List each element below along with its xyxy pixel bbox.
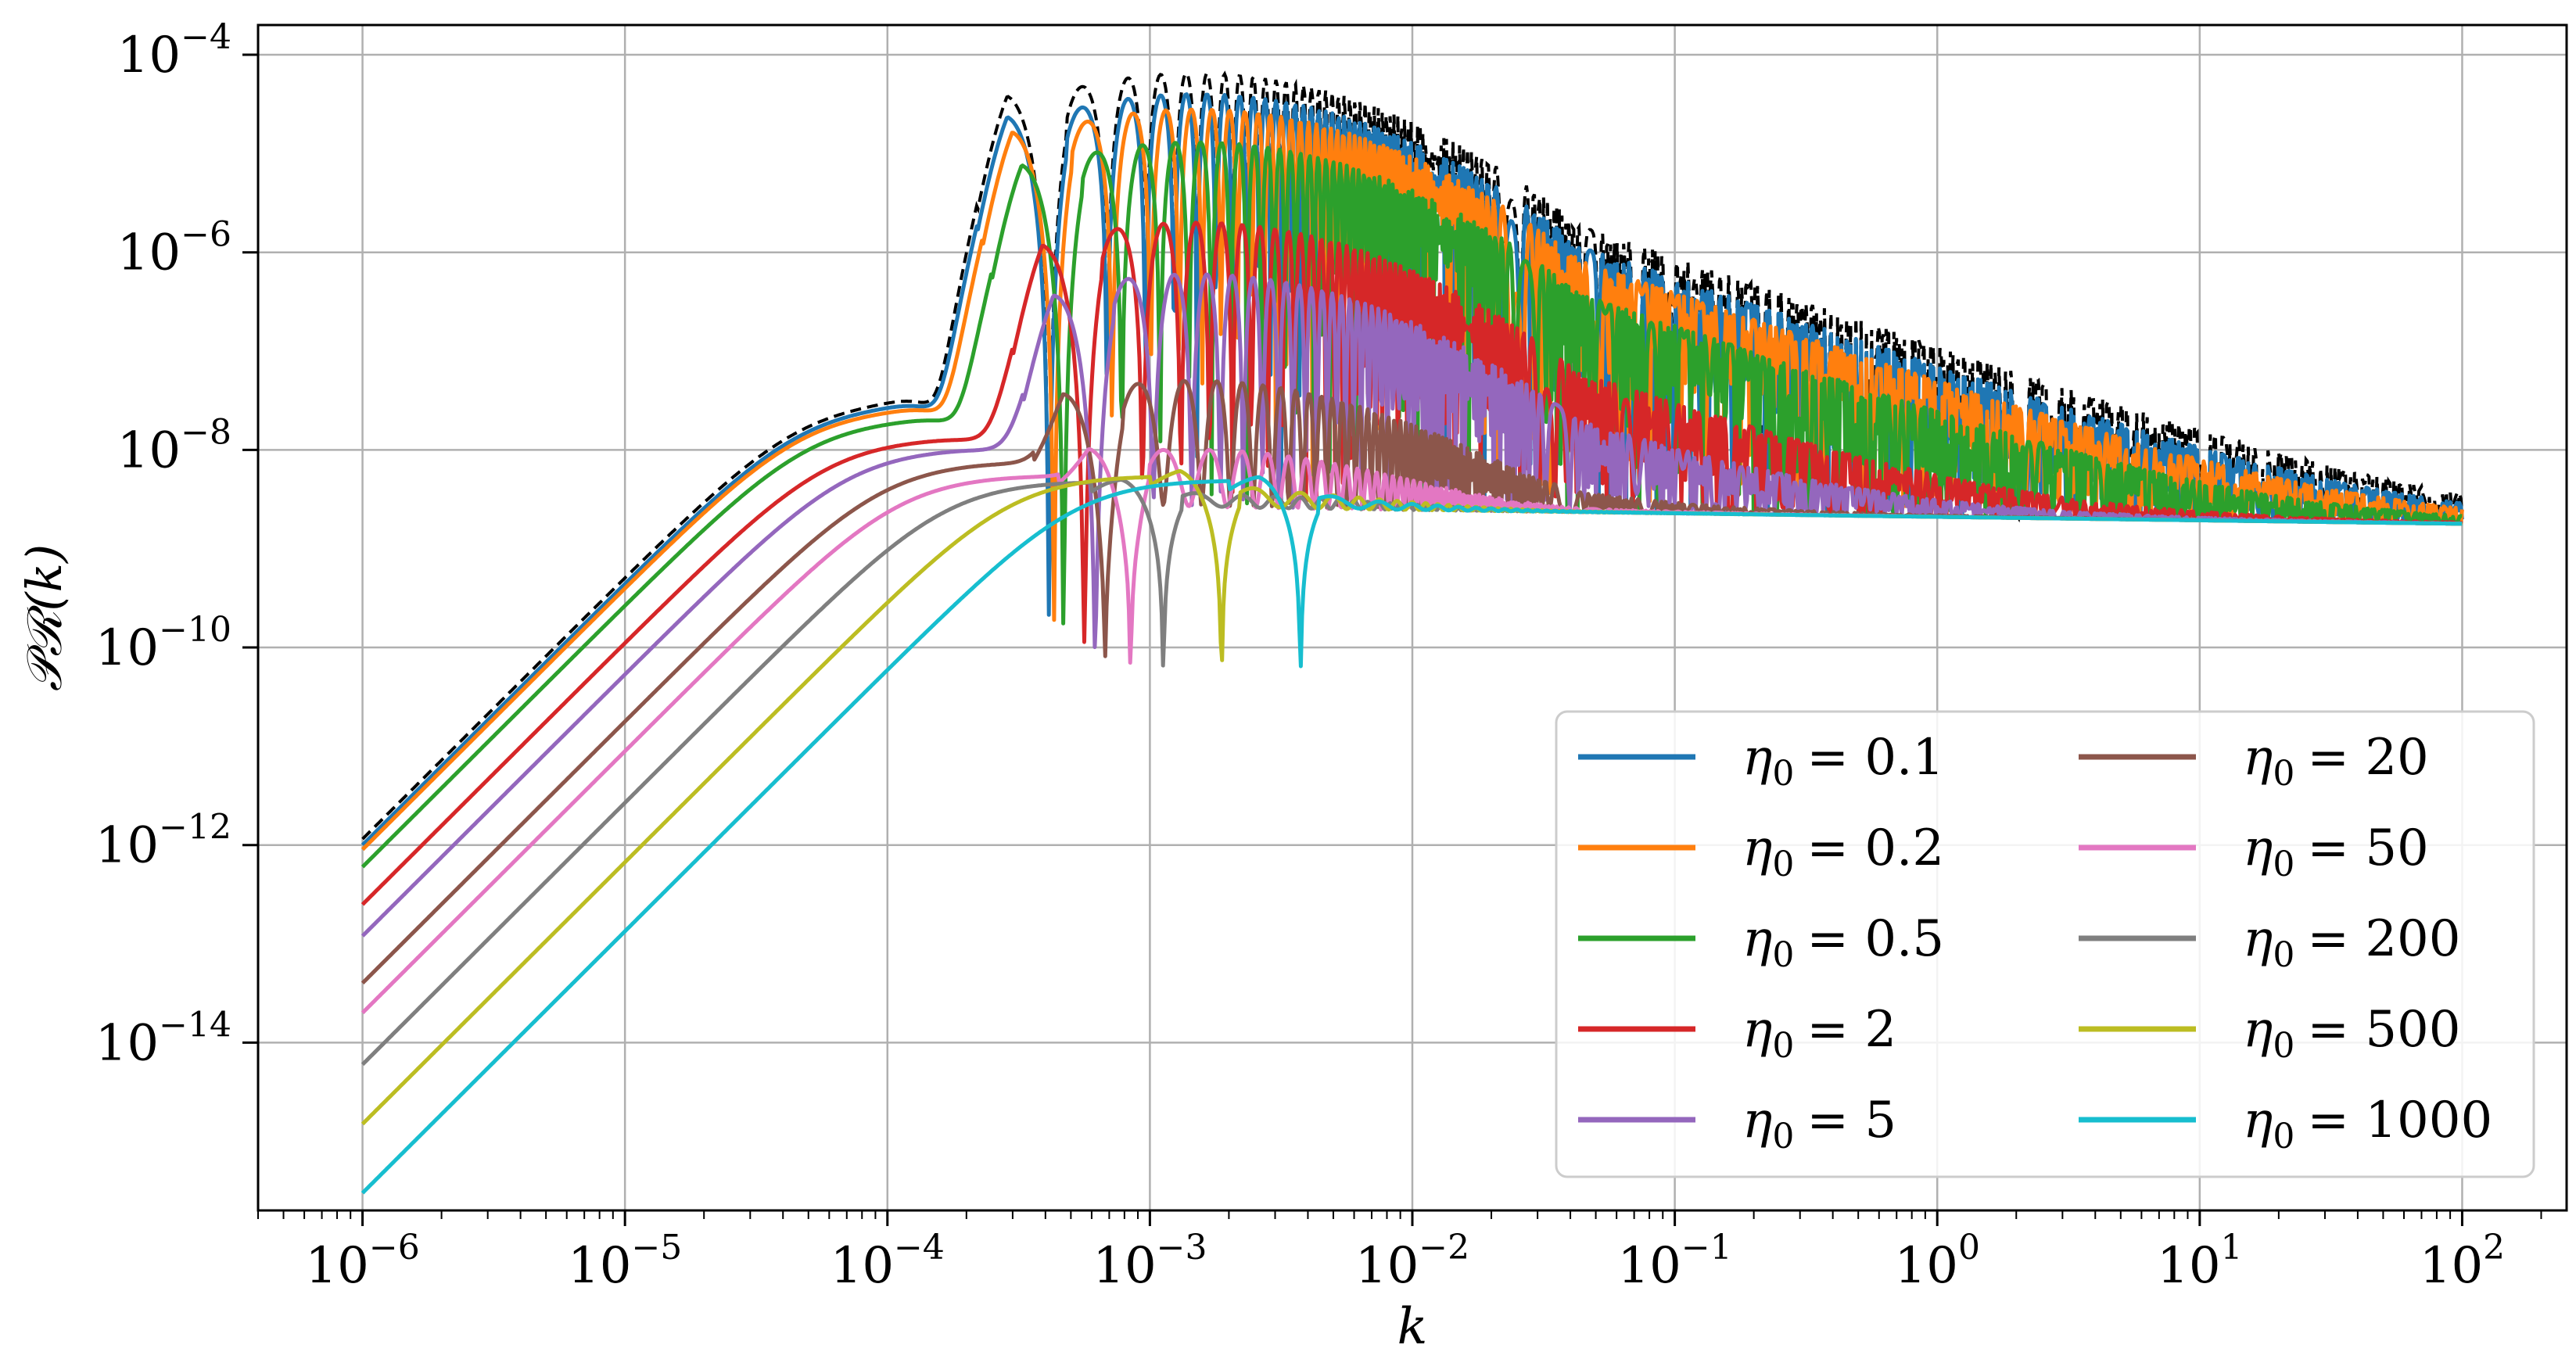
x-tick-label: 10−4: [831, 1228, 945, 1295]
legend-entry-label: η0 = 500: [2243, 1001, 2460, 1066]
y-axis-label-text: 𝒫ℛ(k): [16, 544, 73, 692]
x-tick-label: 101: [2157, 1228, 2242, 1295]
legend-entry-label: η0 = 5: [1742, 1092, 1896, 1156]
y-tick-label: 10−8: [117, 412, 231, 479]
legend-box: [1555, 710, 2535, 1178]
y-tick-label: 10−10: [95, 610, 231, 677]
x-tick-label: 10−5: [568, 1228, 682, 1295]
legend: η0 = 0.1 η0 = 0.2 η0 = 0.5 η0 = 2 η0 = 5 η0 = 20 η0 =…: [1555, 710, 2535, 1178]
series-line-4: [361, 272, 2463, 938]
legend-entry-label: η0 = 2: [1742, 1001, 1896, 1066]
series-line-2: [361, 140, 2463, 869]
legend-entry-label: η0 = 1000: [2243, 1092, 2492, 1156]
y-tick-label: 10−14: [95, 1005, 231, 1072]
x-tick-label: 10−3: [1092, 1228, 1207, 1295]
x-tick-label: 10−1: [1617, 1228, 1731, 1295]
x-tick-label: 10−6: [305, 1228, 419, 1295]
legend-entry-label: η0 = 200: [2243, 910, 2460, 975]
legend-entry-label: η0 = 0.1: [1742, 729, 1944, 794]
y-tick-label: 10−6: [117, 215, 231, 282]
x-tick-label: 102: [2420, 1228, 2505, 1295]
y-tick-label: 10−4: [117, 17, 231, 84]
series-layer: [361, 70, 2464, 1195]
x-axis-label-text: k: [1397, 1298, 1428, 1356]
legend-entry-label: η0 = 0.5: [1742, 910, 1944, 975]
x-tick-label: 100: [1895, 1228, 1980, 1295]
axis-ticks: 10−6 10−5 10−4 10−3 10−2 10−1 100 101 102 10−14 10…: [95, 17, 2542, 1295]
x-axis-label: k: [1397, 1298, 1428, 1356]
series-line-9: [361, 475, 2463, 1195]
legend-entry-label: η0 = 50: [2243, 819, 2429, 884]
legend-entry-label: η0 = 0.2: [1742, 819, 1944, 884]
series-line-1: [361, 107, 2464, 852]
y-tick-label: 10−12: [95, 808, 231, 875]
x-tick-label: 10−2: [1355, 1228, 1469, 1295]
legend-entry-label: η0 = 20: [2243, 729, 2429, 794]
